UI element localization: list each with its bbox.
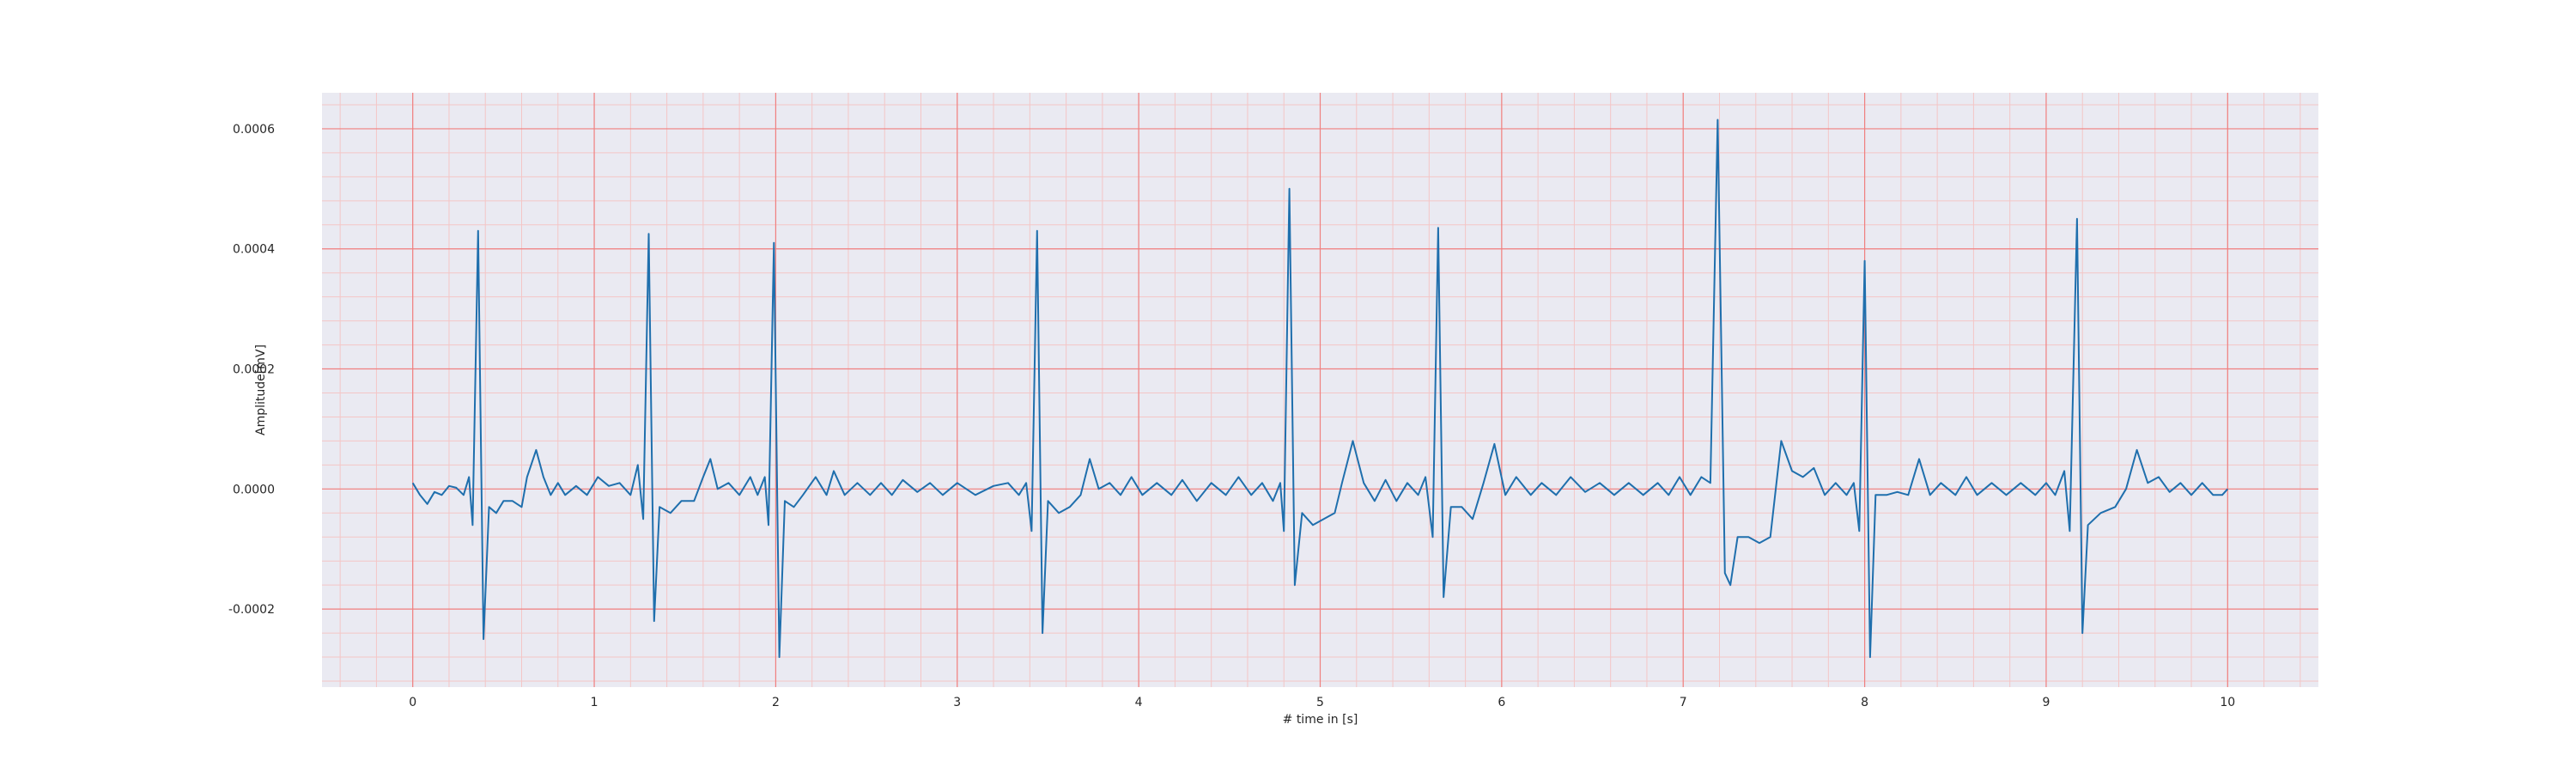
x-tick-label: 1 xyxy=(591,696,598,709)
y-tick-label: 0.0000 xyxy=(233,483,275,496)
series-line xyxy=(411,119,2229,659)
x-tick-label: 7 xyxy=(1680,696,1687,709)
x-tick-label: 10 xyxy=(2220,696,2235,709)
y-tick-label: 0.0006 xyxy=(233,123,275,137)
x-tick-label: 3 xyxy=(953,696,961,709)
y-tick-label: 0.0004 xyxy=(233,243,275,257)
x-tick-label: 2 xyxy=(772,696,780,709)
x-tick-label: 6 xyxy=(1498,696,1505,709)
y-tick-label: 0.0002 xyxy=(233,363,275,377)
x-tick-label: 5 xyxy=(1316,696,1324,709)
x-tick-label: 9 xyxy=(2042,696,2050,709)
y-axis-label: Amplitude[mV] xyxy=(254,344,268,435)
major-grid xyxy=(322,93,2318,687)
y-tick-labels: -0.0002 0.0000 0.0002 0.0004 0.0006 xyxy=(228,123,275,617)
x-tick-label: 4 xyxy=(1135,696,1143,709)
x-tick-labels: 0 1 2 3 4 5 6 7 8 9 10 xyxy=(409,696,2235,709)
x-tick-label: 8 xyxy=(1861,696,1868,709)
y-tick-label: -0.0002 xyxy=(228,603,275,617)
x-tick-label: 0 xyxy=(409,696,416,709)
x-axis-label: # time in [s] xyxy=(1283,713,1358,727)
